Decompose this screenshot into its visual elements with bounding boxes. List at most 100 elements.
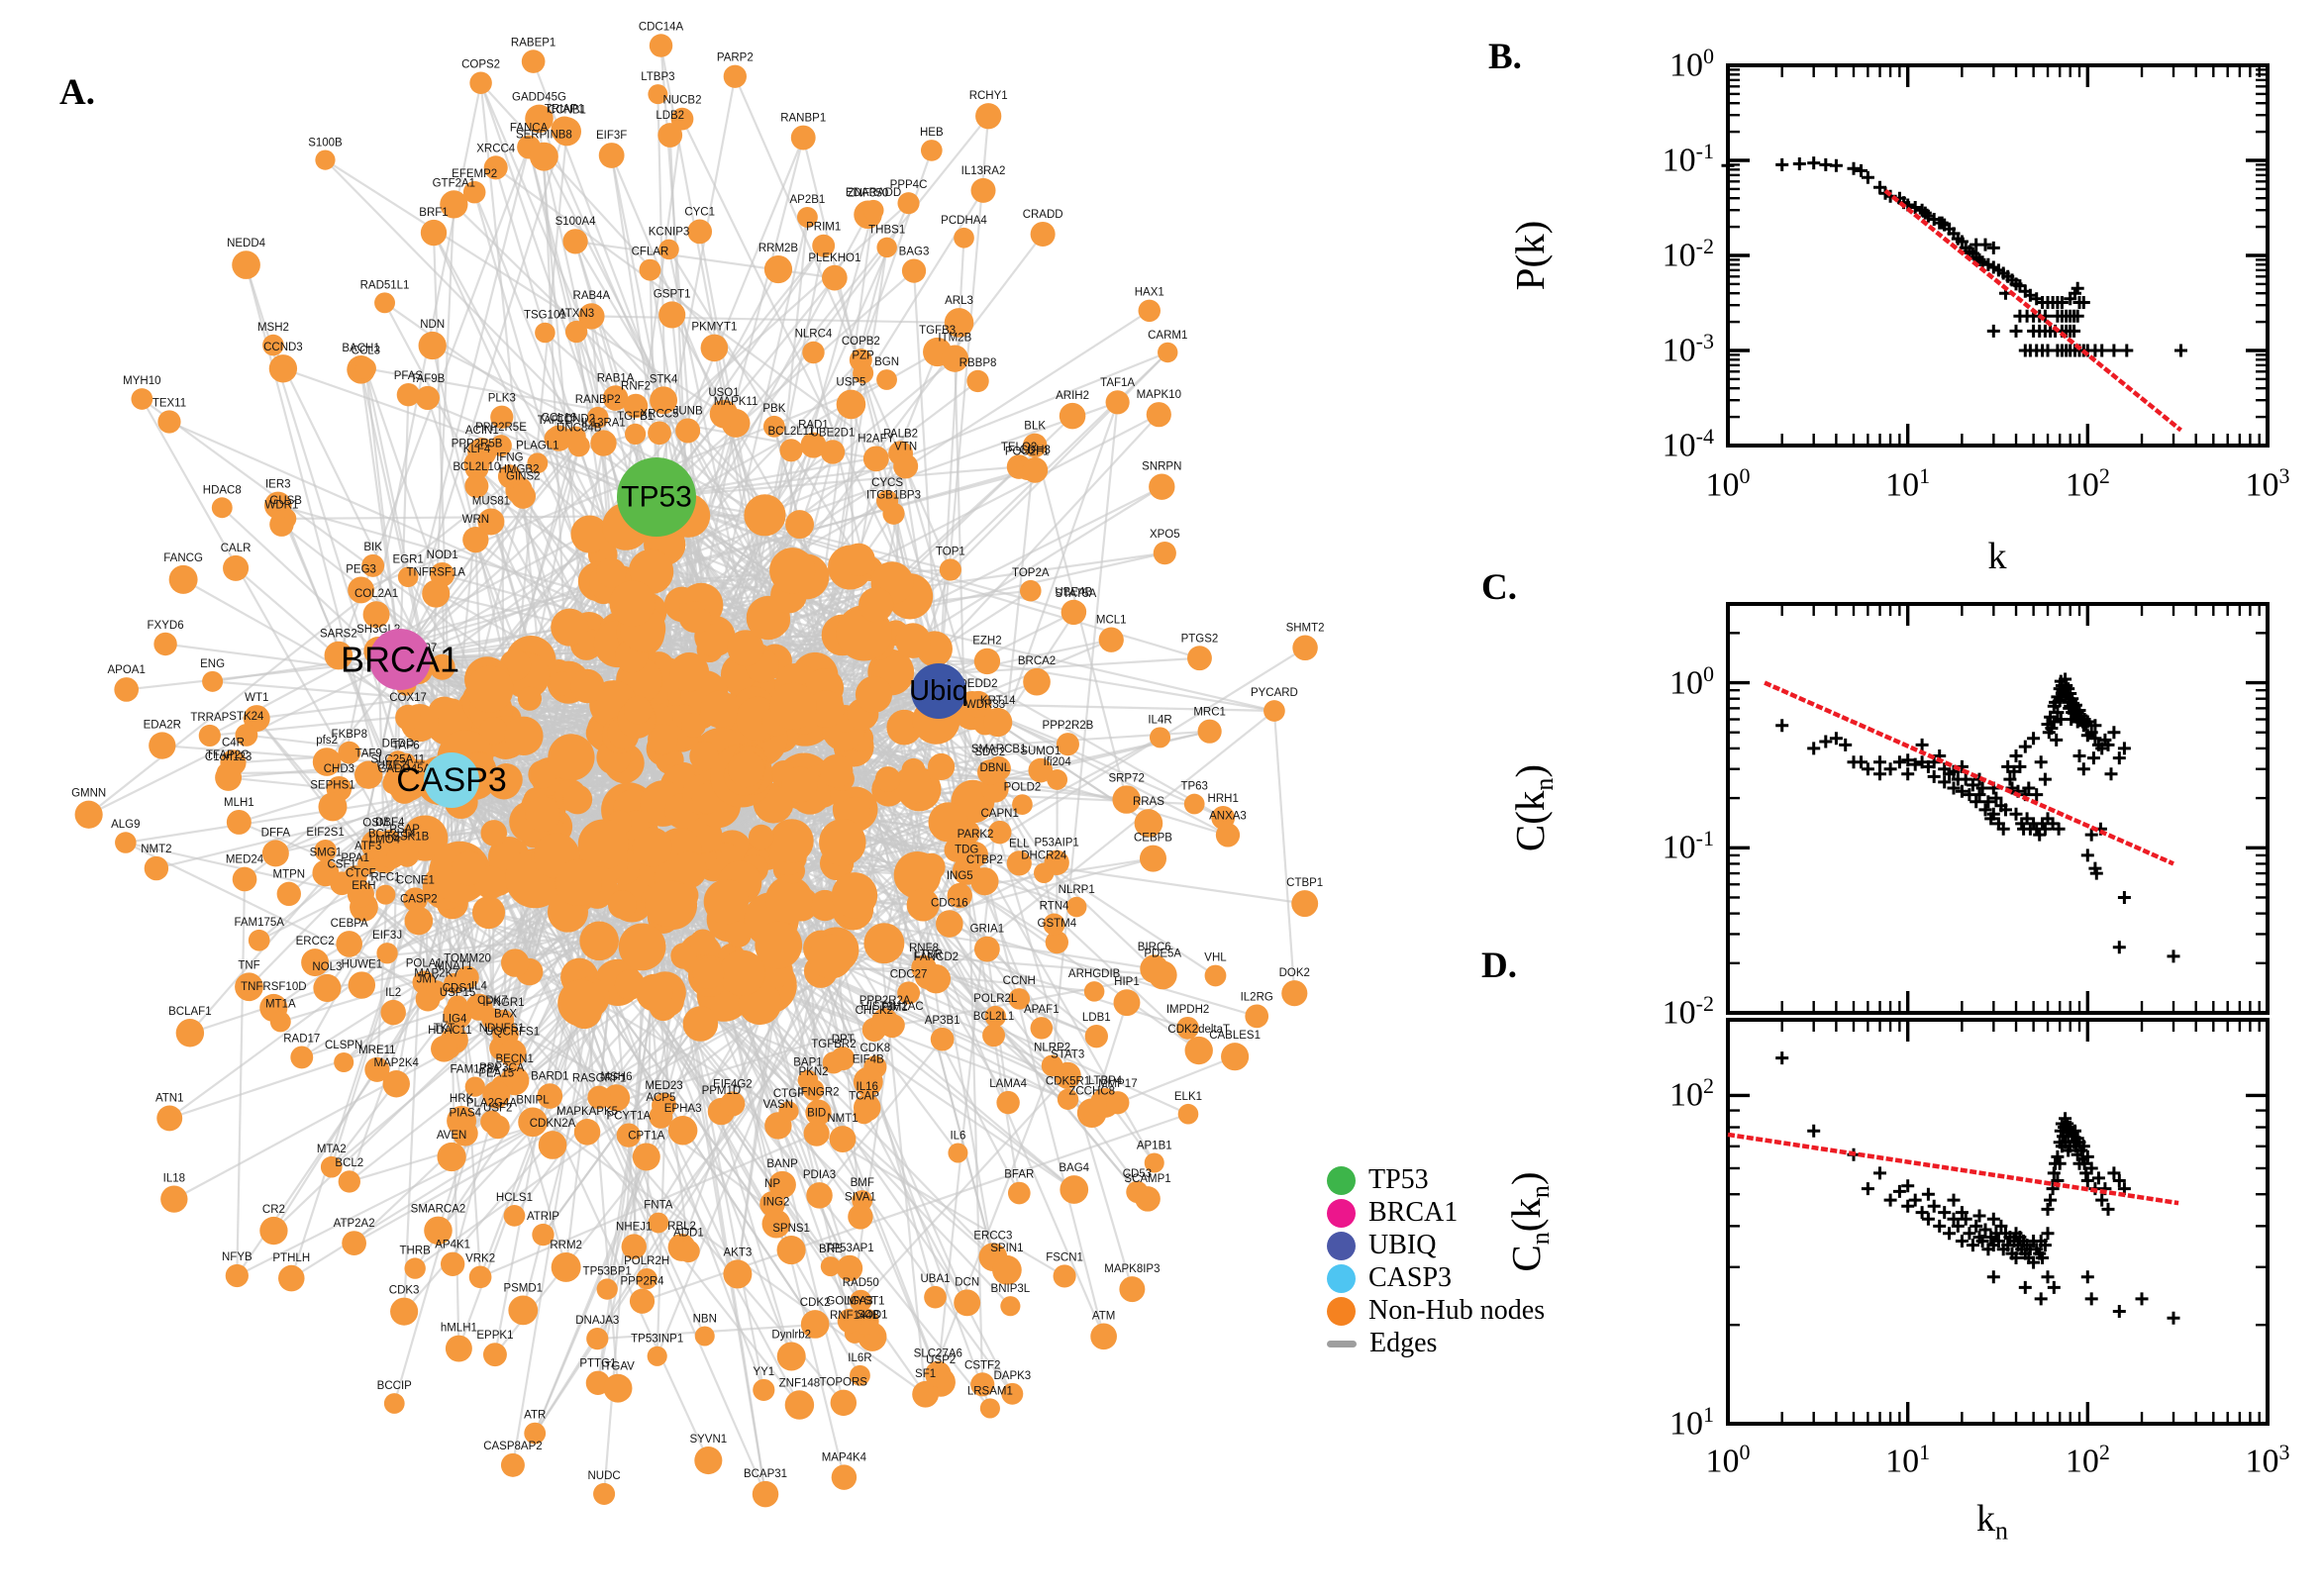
x-axis-title-B: k [1987,536,2007,577]
node-label: TAF6 [392,741,419,752]
network-node [268,354,298,383]
network-node [404,906,434,936]
node-label: EZH2 [972,636,1001,648]
node-label: S100A4 [556,216,597,228]
network-node [831,1464,858,1490]
network-node [1057,1088,1079,1110]
network-node [836,389,866,420]
network-node [550,671,575,697]
network-node [395,704,422,731]
network-node [692,957,725,989]
node-label: CD53 [1123,1168,1152,1180]
node-label: POLR2L [973,993,1018,1005]
node-label: EIF4B [853,1054,884,1066]
node-label: RTN4 [1040,901,1069,913]
network-node [490,405,514,429]
node-label: MRE11 [358,1045,396,1056]
node-label: ING2 [763,1197,790,1209]
network-node [131,388,153,410]
node-label: UBA1 [920,1273,950,1285]
network-node [290,1046,314,1069]
node-label: TRRAP [190,712,229,724]
network-node [632,827,672,867]
network-node [415,385,440,411]
node-label: SOD1 [857,1310,887,1322]
node-label: CSF1 [327,858,355,870]
network-node [269,1011,291,1033]
node-label: PYCARD [1251,687,1298,699]
network-node [1292,635,1318,661]
node-label: ARIH2 [1056,390,1089,402]
node-label: TOP2A [1012,567,1050,579]
network-node [618,923,666,971]
network-node [648,421,671,446]
node-label: POLD2 [1004,781,1042,793]
network-node [822,264,848,291]
node-label: DHCR24 [1021,849,1067,861]
network-node [555,858,603,907]
network-node [276,881,301,907]
node-label: TOPORS [820,1377,868,1389]
node-label: DBF4 [375,817,405,829]
network-node [354,760,383,789]
network-node [1060,1175,1089,1204]
network-node [324,641,354,670]
network-node [463,450,490,478]
node-label: VHL [1204,952,1227,964]
network-node [936,910,963,938]
node-label: ATR [524,1410,546,1422]
network-node [1030,1017,1054,1040]
node-label: ITM2B [938,332,971,344]
network-node [632,1143,660,1171]
node-label: POLR2H [624,1255,669,1267]
node-label: GOLGA3 [826,1296,872,1308]
node-label: PBK [762,403,785,415]
network-node [808,934,854,979]
node-label: BID [807,1108,826,1120]
network-node [939,558,961,581]
network-node [527,452,549,474]
node-label: CCND2 [556,414,595,426]
node-label: GINS2 [506,470,541,482]
network-node [603,1373,633,1403]
network-node [883,1014,905,1036]
node-label: AP2B1 [790,194,826,206]
network-node [725,921,752,948]
network-node [1153,542,1176,565]
network-node [386,750,410,774]
node-label: PTTG1 [579,1358,616,1370]
network-node [928,802,968,843]
node-label: WDR1 [264,499,298,511]
node-label: NBN [693,1313,717,1325]
network-node [529,142,558,171]
network-node [261,840,289,867]
network-node [648,724,678,755]
node-label: PIM1 [881,1002,908,1014]
network-node [557,979,605,1027]
legend-item-label: CASP3 [1368,1262,1453,1293]
network-node [709,399,739,429]
network-node [1263,700,1285,722]
network-node [687,219,713,245]
node-label: PPP2R2B [1043,720,1094,732]
node-label: ACIN1 [465,425,499,437]
network-node [1139,845,1167,872]
node-label: TOMM20 [444,953,491,965]
network-node [504,716,544,756]
network-node [383,766,413,796]
node-label: DEDD [382,738,415,749]
scatter-points [1775,1051,2180,1325]
node-label: TGFB3 [919,325,956,337]
node-label: MAP2K7 [414,967,458,979]
network-node [802,1078,825,1101]
network-node [970,177,996,203]
network-node [1001,1382,1024,1405]
node-label: RAD51L1 [360,279,410,291]
network-node [348,576,375,604]
network-node [455,965,479,989]
network-node [893,765,932,804]
node-label: PPP2R5E [475,422,527,434]
node-label: MYH10 [123,375,160,387]
network-node [1012,794,1033,815]
node-label: RRM2 [550,1240,582,1251]
